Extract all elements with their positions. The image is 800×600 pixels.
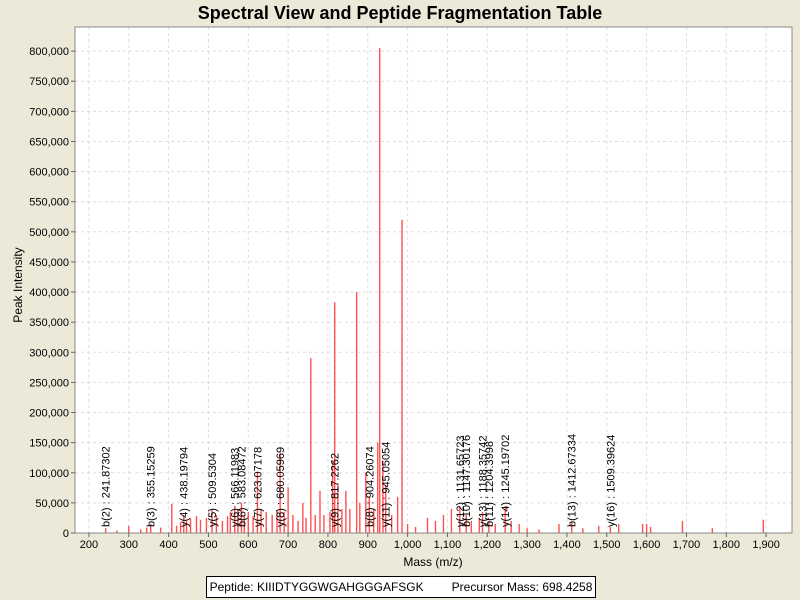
fragment-ion-label: y(16) : 1509.39624 — [605, 435, 617, 527]
fragment-ion-label: b(13) : 1412.67334 — [567, 434, 579, 527]
x-tick-label: 1,200 — [474, 539, 502, 551]
fragment-ion-label: y(5) : 509.5304 — [207, 453, 219, 527]
x-tick-label: 1,300 — [513, 539, 541, 551]
y-tick-label: 800,000 — [29, 46, 69, 58]
y-tick-label: 300,000 — [29, 347, 69, 359]
y-tick-label: 50,000 — [35, 498, 69, 510]
fragment-ion-label: y(8) : 680.05969 — [275, 447, 287, 527]
y-tick-label: 750,000 — [29, 76, 69, 88]
x-tick-label: 1,000 — [394, 539, 422, 551]
x-tick-label: 400 — [159, 539, 177, 551]
fragment-ion-label: b(10) : 1147.30176 — [461, 435, 473, 527]
grid-layer — [75, 27, 792, 534]
fragment-ion-label: y(12) : 1131.65723 — [455, 435, 467, 527]
x-tick-label: 800 — [319, 539, 337, 551]
y-tick-label: 450,000 — [29, 257, 69, 269]
fragment-ion-label: y(13) : 1188.35742 — [477, 435, 489, 527]
fragment-ion-label: b(3) : 355.15259 — [146, 446, 158, 527]
y-tick-label: 700,000 — [29, 106, 69, 118]
caption-box: Peptide: KIIIDTYGGWGAHGGGAFSGK Precursor… — [206, 576, 596, 598]
chart-title: Spectral View and Peptide Fragmentation … — [197, 3, 603, 23]
x-tick-label: 900 — [359, 539, 377, 551]
x-tick-label: 1,500 — [593, 539, 621, 551]
x-tick-label: 1,600 — [633, 539, 661, 551]
y-tick-label: 100,000 — [29, 468, 69, 480]
fragment-ion-label: y(9) : 817.2262 — [330, 453, 342, 527]
precursor-mass-text: Precursor Mass: 698.4258 — [451, 580, 593, 594]
y-tick-label: 150,000 — [29, 438, 69, 450]
x-tick-label: 200 — [80, 539, 98, 551]
x-axis-label: Mass (m/z) — [403, 555, 462, 569]
fragment-ion-label: b(11) : 1204.3998 — [484, 441, 496, 527]
x-tick-label: 700 — [279, 539, 297, 551]
fragment-ion-label: y(14) : 1245.19702 — [500, 435, 512, 527]
y-tick-label: 400,000 — [29, 287, 69, 299]
fragment-ion-label: b(8) : 904.26074 — [364, 446, 376, 527]
y-tick-label: 0 — [63, 528, 69, 540]
x-tick-label: 300 — [120, 539, 138, 551]
y-tick-label: 350,000 — [29, 317, 69, 329]
x-tick-label: 1,100 — [434, 539, 462, 551]
x-tick-label: 600 — [239, 539, 257, 551]
x-tick-label: 1,400 — [553, 539, 581, 551]
y-tick-label: 650,000 — [29, 136, 69, 148]
y-tick-label: 200,000 — [29, 408, 69, 420]
y-axis-label: Peak Intensity — [11, 247, 25, 322]
fragment-ion-label: y(7) : 623.07178 — [252, 447, 264, 527]
fragment-ion-label: y(4) : 438.19794 — [179, 447, 191, 527]
x-tick-label: 1,800 — [713, 539, 741, 551]
plot-border — [74, 26, 793, 534]
fragment-ion-label: b(6) : 583.08472 — [237, 446, 249, 527]
x-tick-label: 1,700 — [673, 539, 701, 551]
fragment-ion-label: b(2) : 241.87302 — [101, 446, 113, 527]
y-tick-label: 550,000 — [29, 197, 69, 209]
fragment-ion-label: y(6) : 566.11983 — [230, 448, 242, 527]
peaks-layer — [104, 48, 765, 533]
fragment-labels: b(2) : 241.87302 b(3) : 355.15259 y(4) : 4… — [101, 434, 618, 527]
y-tick-label: 250,000 — [29, 377, 69, 389]
fragment-ion-label: y(11) : 945.05054 — [381, 442, 393, 527]
plot-area — [75, 27, 792, 533]
y-tick-label: 500,000 — [29, 227, 69, 239]
x-tick-label: 1,900 — [752, 539, 780, 551]
axes: 200 300 400 500 600 700 800 900 1,000 1,100 1,200 1… — [29, 46, 780, 551]
y-tick-label: 600,000 — [29, 167, 69, 179]
peptide-text: Peptide: KIIIDTYGGWGAHGGGAFSGK — [209, 580, 424, 594]
x-tick-label: 500 — [199, 539, 217, 551]
